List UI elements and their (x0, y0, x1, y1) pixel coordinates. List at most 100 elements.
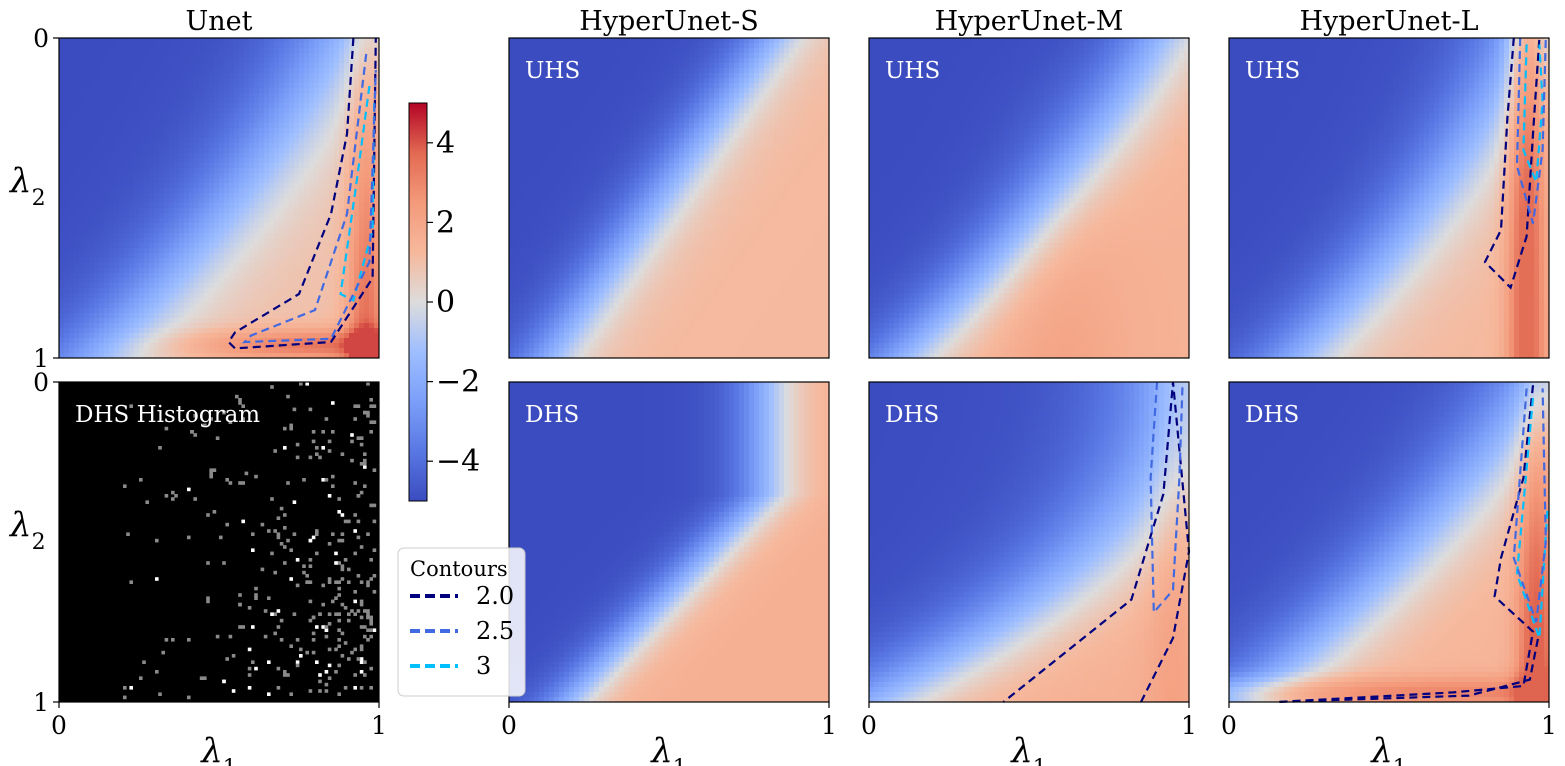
heatmap-cell (129, 153, 135, 159)
heatmap-cell (184, 118, 190, 124)
heatmap-cell (344, 248, 350, 254)
heatmap-cell (164, 318, 170, 324)
heatmap-cell (124, 78, 130, 84)
heatmap-cell (214, 278, 220, 284)
heatmap-cell (339, 178, 345, 184)
heatmap-cell (119, 343, 125, 349)
heatmap-cell (579, 63, 585, 69)
heatmap-cell (199, 78, 205, 84)
histogram-cell (359, 442, 364, 447)
heatmap-cell (124, 133, 130, 139)
heatmap-cell (139, 93, 145, 99)
histogram-cell (337, 497, 341, 501)
heatmap-cell (234, 123, 240, 129)
heatmap-cell (274, 48, 280, 54)
histogram-cell (199, 676, 204, 680)
heatmap-cell (174, 198, 180, 204)
heatmap-cell (779, 43, 785, 49)
heatmap-cell (119, 273, 125, 279)
heatmap-cell (179, 313, 185, 319)
heatmap-cell (179, 158, 185, 164)
heatmap-cell (74, 243, 80, 249)
heatmap-cell (174, 83, 180, 89)
heatmap-cell (369, 188, 375, 194)
heatmap-cell (374, 308, 380, 314)
heatmap-cell (649, 58, 655, 64)
heatmap-cell (119, 63, 125, 69)
heatmap-cell (309, 348, 315, 354)
heatmap-cell (304, 258, 310, 264)
heatmap-cell (329, 323, 335, 329)
heatmap-cell (239, 318, 245, 324)
histogram-cell (337, 580, 341, 584)
heatmap-cell (224, 243, 230, 249)
heatmap-cell (139, 228, 145, 234)
heatmap-cell (214, 198, 220, 204)
histogram-cell (324, 670, 329, 674)
heatmap-cell (89, 178, 95, 184)
heatmap-cell (214, 273, 220, 279)
heatmap-cell (304, 313, 310, 319)
heatmap-cell (89, 283, 95, 289)
heatmap-cell (104, 78, 110, 84)
heatmap-cell (164, 338, 170, 344)
heatmap-cell (224, 318, 230, 324)
heatmap-cell (229, 263, 235, 269)
heatmap-cell (364, 328, 370, 334)
histogram-cell (324, 417, 329, 421)
heatmap-cell (204, 243, 210, 249)
heatmap-cell (144, 273, 150, 279)
heatmap-cell (99, 53, 105, 59)
heatmap-cell (139, 258, 145, 264)
heatmap-cell (174, 53, 180, 59)
heatmap-cell (344, 63, 350, 69)
heatmap-cell (119, 218, 125, 224)
heatmap-cell (194, 238, 200, 244)
heatmap-cell (509, 53, 515, 59)
heatmap-cell (254, 248, 260, 254)
heatmap-cell (279, 53, 285, 59)
heatmap-cell (79, 208, 85, 214)
heatmap-cell (144, 78, 150, 84)
heatmap-cell (704, 53, 710, 59)
heatmap-cell (249, 48, 255, 54)
heatmap-cell (234, 343, 240, 349)
heatmap-cell (574, 38, 580, 44)
heatmap-cell (139, 173, 145, 179)
heatmap-cell (284, 288, 290, 294)
heatmap-cell (214, 333, 220, 339)
heatmap-cell (199, 73, 205, 79)
heatmap-cell (149, 343, 155, 349)
heatmap-cell (724, 38, 730, 44)
histogram-cell (353, 647, 357, 652)
heatmap-cell (114, 228, 120, 234)
heatmap-cell (149, 108, 155, 114)
histogram-cell (331, 532, 335, 536)
heatmap-cell (74, 133, 80, 139)
histogram-cell (276, 686, 281, 690)
heatmap-cell (299, 98, 305, 104)
heatmap-cell (149, 153, 155, 159)
heatmap-cell (779, 48, 785, 54)
heatmap-cell (344, 53, 350, 59)
heatmap-cell (269, 293, 275, 299)
heatmap-cell (754, 43, 760, 49)
heatmap-cell (294, 53, 300, 59)
heatmap-cell (114, 88, 120, 94)
heatmap-cell (374, 173, 380, 179)
heatmap-cell (169, 63, 175, 69)
heatmap-cell (339, 253, 345, 259)
heatmap-cell (314, 58, 320, 64)
histogram-cell (308, 558, 313, 562)
heatmap-cell (74, 88, 80, 94)
heatmap-cell (154, 63, 160, 69)
heatmap-cell (354, 278, 360, 284)
heatmap-cell (319, 338, 325, 344)
heatmap-cell (74, 273, 80, 279)
heatmap-cell (304, 298, 310, 304)
heatmap-cell (364, 73, 370, 79)
histogram-cell (369, 420, 373, 424)
heatmap-cell (509, 78, 515, 84)
heatmap-cell (344, 273, 350, 279)
heatmap-cell (139, 303, 145, 309)
